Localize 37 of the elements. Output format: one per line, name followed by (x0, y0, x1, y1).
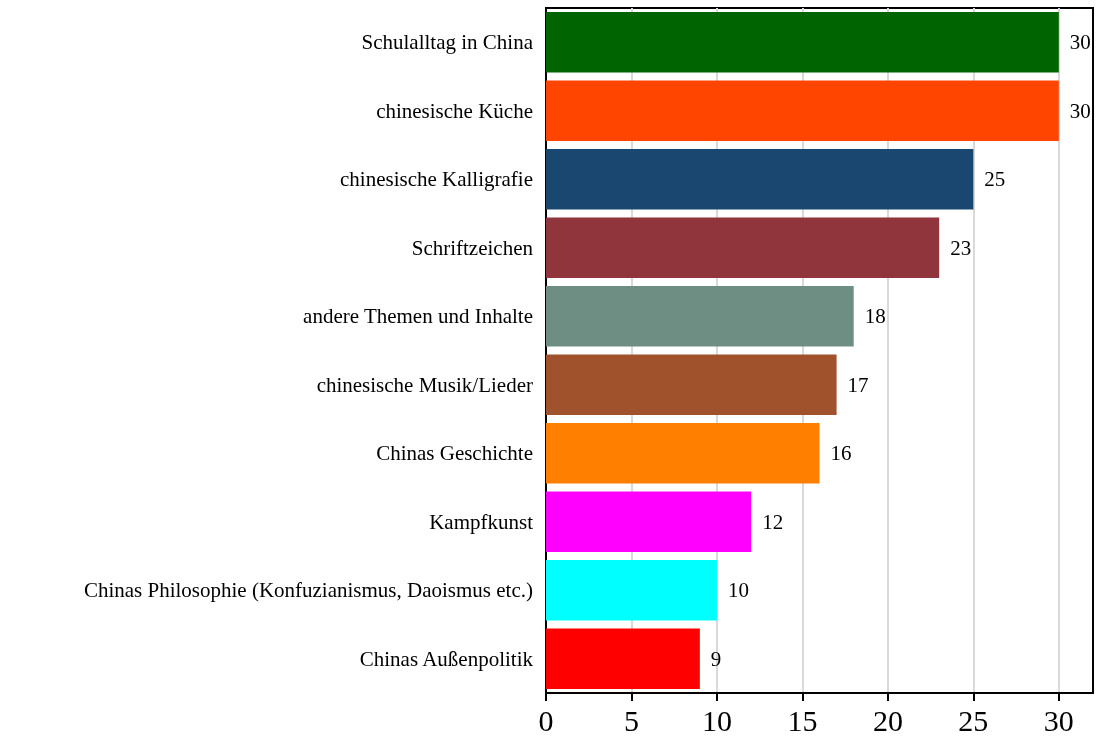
data-label: 25 (984, 167, 1006, 192)
data-label: 16 (830, 441, 852, 466)
data-label: 30 (1069, 98, 1091, 123)
data-label: 10 (727, 578, 749, 603)
x-tick-label: 15 (787, 703, 818, 737)
y-tick-label: chinesische Musik/Lieder (316, 372, 533, 397)
x-tick-label: 20 (872, 703, 903, 737)
bar (546, 217, 940, 278)
y-tick-label: Schriftzeichen (411, 235, 534, 260)
x-tick-label: 25 (958, 703, 989, 737)
x-tick-label: 30 (1043, 703, 1074, 737)
bar (546, 628, 700, 689)
bar (546, 423, 820, 484)
bar (546, 286, 854, 347)
bar (546, 560, 717, 621)
bar (546, 491, 752, 552)
y-tick-label: Chinas Philosophie (Konfuzianismus, Daoismus etc.) (83, 578, 533, 603)
data-label: 9 (710, 646, 722, 671)
x-tick-label: 5 (623, 703, 639, 737)
y-tick-label: Kampfkunst (429, 509, 534, 534)
data-label: 12 (762, 509, 784, 534)
bar (546, 149, 974, 210)
data-label: 18 (864, 304, 886, 329)
y-tick-label: Chinas Geschichte (376, 441, 533, 466)
y-tick-label: andere Themen und Inhalte (303, 304, 533, 329)
y-tick-label: Schulalltag in China (361, 30, 534, 55)
y-tick-label: chinesische Küche (376, 98, 533, 123)
bar (546, 354, 837, 415)
data-label: 30 (1069, 30, 1091, 55)
y-tick-label: Chinas Außenpolitik (359, 646, 534, 671)
bar (546, 12, 1059, 73)
bar (546, 80, 1059, 141)
data-label: 23 (950, 235, 972, 260)
x-tick-label: 10 (701, 703, 732, 737)
y-tick-label: chinesische Kalligrafie (340, 167, 533, 192)
x-tick-label: 0 (538, 703, 554, 737)
data-label: 17 (847, 372, 869, 397)
